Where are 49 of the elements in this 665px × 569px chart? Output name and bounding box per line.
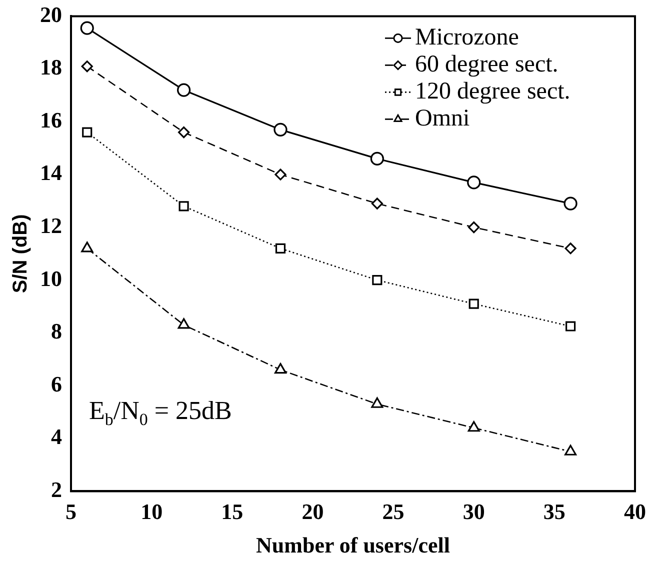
point (468, 421, 480, 432)
legend-label: Omni (415, 105, 470, 132)
legend-label: 60 degree sect. (415, 51, 558, 78)
point (468, 222, 480, 234)
point (566, 321, 576, 332)
point (178, 201, 189, 212)
point (81, 242, 94, 252)
point (274, 363, 286, 374)
point (371, 397, 384, 408)
y-tick-label: 10 (40, 266, 62, 291)
point (468, 298, 479, 309)
y-axis-title: S/N (dB) (10, 214, 32, 294)
point (564, 196, 578, 210)
x-tick-label: 25 (382, 499, 404, 524)
x-tick-label: 40 (624, 499, 646, 524)
point (274, 168, 286, 180)
point (80, 21, 94, 35)
y-tick-label: 16 (40, 107, 62, 132)
y-tick-label: 4 (51, 424, 62, 450)
y-tick-label: 20 (40, 2, 62, 27)
point (274, 122, 288, 136)
x-tick-label: 15 (221, 499, 244, 524)
x-tick-label: 20 (302, 499, 324, 524)
point (467, 176, 481, 190)
y-tick-label: 6 (51, 371, 62, 396)
y-tick-label: 8 (51, 318, 62, 344)
point (564, 242, 576, 254)
point (177, 83, 191, 97)
point (82, 127, 92, 138)
x-axis-title: Number of users/cell (256, 532, 450, 558)
point (81, 60, 93, 72)
point (371, 198, 383, 210)
x-tick-label: 35 (543, 499, 566, 524)
x-tick-label: 10 (140, 499, 163, 524)
point (370, 152, 384, 166)
point (564, 444, 577, 456)
point (178, 126, 190, 138)
y-tick-label: 2 (51, 476, 62, 502)
point (275, 243, 286, 254)
point (178, 318, 190, 329)
y-tick-label: 12 (40, 213, 62, 238)
legend-label: Microzone (415, 24, 519, 50)
y-tick-label: 18 (40, 54, 62, 80)
x-tick-label: 30 (462, 499, 485, 524)
y-tick-label: 14 (40, 160, 62, 186)
point (372, 275, 382, 286)
annotation: E$_{b}$/N$_{0}$ = 25dB (89, 396, 232, 430)
legend-label: 120 degree sect. (415, 78, 570, 104)
x-tick-label: 5 (66, 499, 76, 524)
